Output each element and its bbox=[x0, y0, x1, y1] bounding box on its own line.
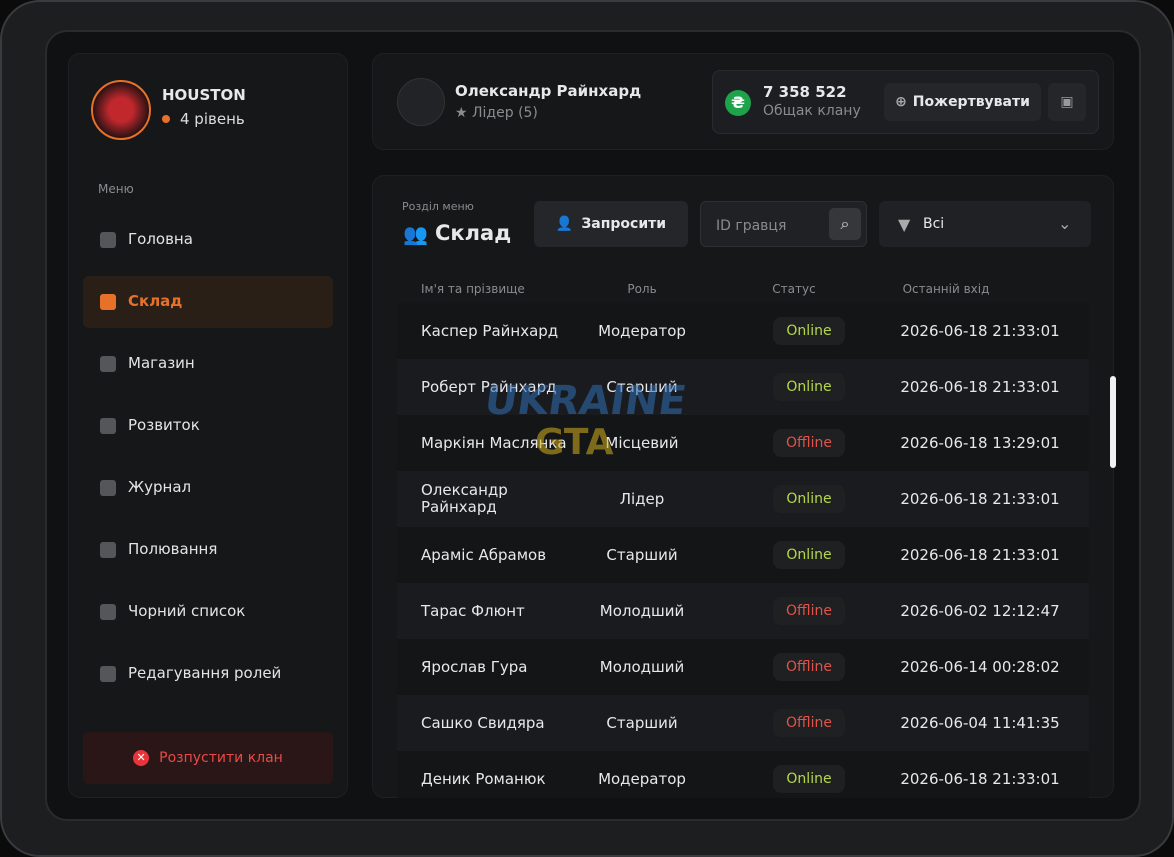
table-row[interactable]: Каспер Райнхард Модератор Online 2026-06-18… bbox=[397, 303, 1089, 359]
player-status: Online bbox=[773, 541, 845, 569]
menu-icon bbox=[100, 356, 116, 372]
player-status: Offline bbox=[773, 709, 845, 737]
column-header: Ім'я та прізвище bbox=[421, 282, 525, 296]
menu-icon bbox=[100, 480, 116, 496]
menu-item[interactable]: Склад bbox=[128, 292, 183, 310]
search-button[interactable]: ⌕ bbox=[829, 208, 861, 240]
table-row[interactable]: Роберт Райнхард Старший Online 2026-06-18 2… bbox=[397, 359, 1089, 415]
search-placeholder: ID гравця bbox=[716, 218, 787, 234]
filter-select[interactable] bbox=[879, 201, 1091, 247]
filter-chevron: ⌄ bbox=[1058, 214, 1072, 233]
user-avatar bbox=[397, 78, 445, 126]
menu-item[interactable]: Полювання bbox=[128, 540, 218, 558]
last-login: 2026-06-04 11:41:35 bbox=[900, 714, 1060, 732]
player-name: Деник Романюк bbox=[421, 769, 546, 788]
balance: 7 358 522 bbox=[763, 83, 847, 101]
menu-icon bbox=[100, 542, 116, 558]
player-status: Online bbox=[773, 485, 845, 513]
menu-item[interactable]: Чорний список bbox=[128, 602, 246, 620]
player-name: Ярослав Гура bbox=[421, 657, 528, 676]
clan-avatar bbox=[91, 80, 151, 140]
last-login: 2026-06-18 21:33:01 bbox=[900, 378, 1060, 396]
table-row[interactable]: Араміс Абрамов Старший Online 2026-06-18 21… bbox=[397, 527, 1089, 583]
menu-item[interactable]: Головна bbox=[128, 230, 193, 248]
scrollbar bbox=[1110, 376, 1116, 468]
player-name: Роберт Райнхард bbox=[421, 377, 557, 396]
table-row[interactable]: Деник Романюк Модератор Online 2026-06-18 2… bbox=[397, 751, 1089, 798]
table-body: Каспер Райнхард Модератор Online 2026-06-18… bbox=[397, 303, 1089, 798]
column-header: Статус bbox=[772, 282, 816, 296]
archive-button[interactable]: ▣ bbox=[1048, 83, 1086, 121]
player-status: Online bbox=[773, 317, 845, 345]
player-role: Старший bbox=[606, 378, 678, 396]
disband-button[interactable]: ✕ Розпустити клан bbox=[83, 732, 333, 784]
currency-icon: ₴ bbox=[725, 90, 751, 116]
last-login: 2026-06-02 12:12:47 bbox=[900, 602, 1060, 620]
clan-name: HOUSTON bbox=[162, 86, 246, 104]
user-role: ★ Лідер (5) bbox=[455, 105, 538, 121]
menu-icon bbox=[100, 604, 116, 620]
balance-label: Общак клану bbox=[763, 103, 861, 119]
table-row[interactable]: Маркіян Маслянка Місцевий Offline 2026-06-1… bbox=[397, 415, 1089, 471]
last-login: 2026-06-18 21:33:01 bbox=[900, 546, 1060, 564]
menu-label: Меню bbox=[98, 182, 134, 196]
invite-button[interactable]: 👤 Запросити bbox=[534, 201, 688, 247]
invite-label: Запросити bbox=[581, 216, 667, 232]
table-row[interactable]: Олександр Райнхард Лідер Online 2026-06-18 … bbox=[397, 471, 1089, 527]
watermark-bottom: GTA bbox=[535, 422, 614, 463]
player-status: Offline bbox=[773, 653, 845, 681]
player-role: Старший bbox=[606, 546, 678, 564]
clan-level: 4 рівень bbox=[180, 110, 245, 128]
table-row[interactable]: Тарас Флюнт Молодший Offline 2026-06-02 12:… bbox=[397, 583, 1089, 639]
player-status: Offline bbox=[773, 597, 845, 625]
last-login: 2026-06-18 21:33:01 bbox=[900, 770, 1060, 788]
watermark-top: UKRAINE bbox=[481, 378, 690, 424]
donate-label: Пожертвувати bbox=[912, 94, 1030, 110]
player-role: Модератор bbox=[598, 322, 686, 340]
last-login: 2026-06-18 13:29:01 bbox=[900, 434, 1060, 452]
user-name: Олександр Райнхард bbox=[455, 82, 642, 100]
section-label: Розділ меню bbox=[402, 200, 474, 213]
player-name: Тарас Флюнт bbox=[421, 601, 525, 620]
last-login: 2026-06-18 21:33:01 bbox=[900, 490, 1060, 508]
table-row[interactable]: Ярослав Гура Молодший Offline 2026-06-14 00… bbox=[397, 639, 1089, 695]
menu-icon bbox=[100, 294, 116, 310]
menu-icon bbox=[100, 418, 116, 434]
column-header: Роль bbox=[627, 282, 657, 296]
player-name: Сашко Свидяра bbox=[421, 713, 545, 732]
menu-item[interactable]: Журнал bbox=[128, 478, 192, 496]
player-name: Араміс Абрамов bbox=[421, 545, 547, 564]
player-role: Модератор bbox=[598, 770, 686, 788]
filter-icon: ▼ bbox=[898, 215, 911, 234]
table-row[interactable]: Сашко Свидяра Старший Offline 2026-06-04 11… bbox=[397, 695, 1089, 751]
menu-item[interactable]: Магазин bbox=[128, 354, 195, 372]
user-role-text: Лідер (5) bbox=[472, 105, 538, 121]
player-role: Молодший bbox=[599, 602, 685, 620]
player-status: Online bbox=[773, 373, 845, 401]
menu-item[interactable]: Редагування ролей bbox=[128, 664, 282, 682]
donate-button[interactable]: ⊕ Пожертвувати bbox=[884, 83, 1041, 121]
column-header: Останній вхід bbox=[902, 282, 990, 296]
player-status: Offline bbox=[773, 429, 845, 457]
menu-item[interactable]: Розвиток bbox=[128, 416, 200, 434]
menu-active-bg bbox=[83, 276, 333, 328]
last-login: 2026-06-14 00:28:02 bbox=[900, 658, 1060, 676]
menu-icon bbox=[100, 232, 116, 248]
player-role: Лідер bbox=[619, 490, 665, 508]
player-status: Online bbox=[773, 765, 845, 793]
menu-icon bbox=[100, 666, 116, 682]
filter-value: Всі bbox=[923, 216, 945, 232]
player-role: Місцевий bbox=[605, 434, 679, 452]
section-icon: 👥 bbox=[403, 222, 428, 246]
level-dot bbox=[162, 115, 170, 123]
player-role: Старший bbox=[606, 714, 678, 732]
player-name: Олександр Райнхард bbox=[421, 481, 508, 516]
last-login: 2026-06-18 21:33:01 bbox=[900, 322, 1060, 340]
player-name: Маркіян Маслянка bbox=[421, 433, 567, 452]
player-name: Каспер Райнхард bbox=[421, 321, 559, 340]
disband-label: Розпустити клан bbox=[159, 750, 283, 766]
player-role: Молодший bbox=[599, 658, 685, 676]
section-title: Склад bbox=[435, 221, 512, 245]
